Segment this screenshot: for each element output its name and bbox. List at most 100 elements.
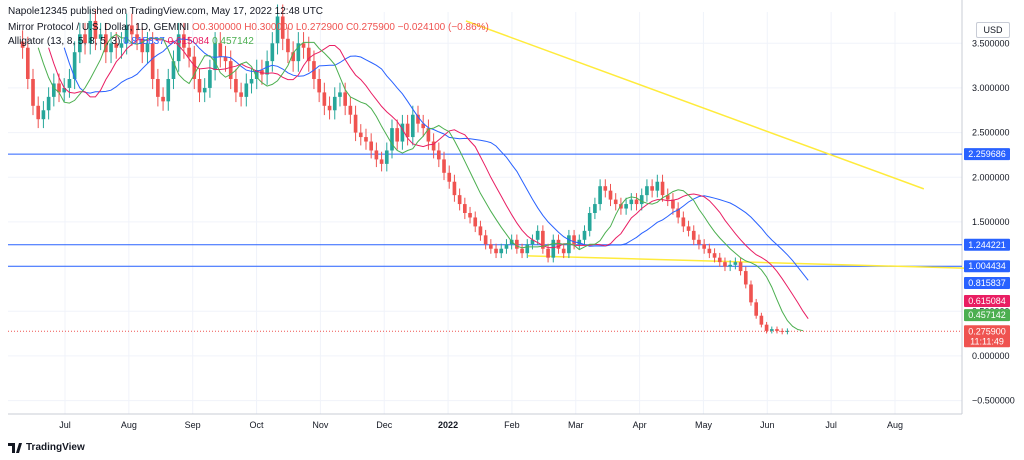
candle-body xyxy=(140,38,145,53)
x-tick-label: Feb xyxy=(504,420,520,430)
price-label-text: 0.815837 xyxy=(968,278,1006,288)
candle-body xyxy=(452,181,457,196)
candle-body xyxy=(161,96,165,102)
price-label-box xyxy=(964,309,1010,322)
tradingview-logo-icon xyxy=(8,442,22,453)
candle-body xyxy=(332,96,337,111)
candle-body xyxy=(769,329,774,331)
candle-body xyxy=(676,208,680,218)
alligator-line: Alligator (13, 8, 5, 8, 5, 3) 0.815837 0… xyxy=(8,36,254,47)
candle-body xyxy=(104,34,108,53)
y-tick-label: 2.500000 xyxy=(972,128,1010,138)
candle-body xyxy=(291,52,295,62)
candle-body xyxy=(57,83,61,93)
candle-body xyxy=(114,43,119,48)
x-tick-label: Mar xyxy=(568,420,584,430)
candle-body xyxy=(322,92,327,106)
x-tick-label: Oct xyxy=(250,420,265,430)
candle-body xyxy=(442,159,446,173)
candle-body xyxy=(239,92,243,97)
candle-body xyxy=(353,114,358,133)
candle-body xyxy=(187,47,191,57)
candle-body xyxy=(46,96,51,111)
candle-body xyxy=(541,230,545,249)
candle-body xyxy=(192,56,197,79)
candle-body xyxy=(72,52,77,79)
candle-body xyxy=(671,199,675,209)
alligator-lips-line xyxy=(37,33,804,332)
candle-body xyxy=(525,244,530,254)
candle-body xyxy=(613,199,618,205)
price-label-box xyxy=(964,294,1010,307)
price-label-box xyxy=(964,238,1010,251)
candle-body xyxy=(166,79,171,102)
candle-body xyxy=(723,262,727,267)
candle-body xyxy=(598,186,602,205)
candle-body xyxy=(582,230,587,240)
candle-body xyxy=(62,87,67,93)
x-tick-label: 2022 xyxy=(438,420,458,430)
y-tick-label: 2.000000 xyxy=(972,172,1010,182)
candle-body xyxy=(249,79,254,84)
y-tick-label: −0.500000 xyxy=(972,396,1015,406)
candle-body xyxy=(655,181,660,191)
candle-body xyxy=(234,79,238,93)
candle-body xyxy=(546,248,550,258)
x-tick-label: Dec xyxy=(376,420,393,430)
trendline xyxy=(465,20,925,190)
candle-body xyxy=(124,25,129,44)
price-label-text: 2.259686 xyxy=(968,149,1006,159)
price-label-box xyxy=(964,148,1010,161)
candle-body xyxy=(182,34,186,48)
candle-body xyxy=(712,253,717,258)
y-tick-label: 3.000000 xyxy=(972,83,1010,93)
candle-body xyxy=(390,128,394,151)
candle-body xyxy=(447,172,452,182)
candle-body xyxy=(707,248,712,254)
candle-body xyxy=(665,195,670,200)
candle-body xyxy=(130,25,134,35)
candle-body xyxy=(567,235,571,254)
candle-body xyxy=(280,16,285,39)
candle-body xyxy=(358,132,363,138)
candle-body xyxy=(88,20,93,44)
alligator-jaw-value: 0.815837 xyxy=(123,36,165,47)
candle-body xyxy=(603,186,608,191)
alligator-teeth-line xyxy=(48,37,809,319)
tradingview-footer[interactable]: TradingView xyxy=(8,442,85,453)
candle-body xyxy=(135,34,139,39)
candle-body xyxy=(228,61,233,79)
candle-body xyxy=(286,38,290,53)
candle-body xyxy=(431,141,436,151)
candle-body xyxy=(738,262,743,272)
candle-body xyxy=(338,92,342,97)
candle-body xyxy=(535,230,540,240)
candle-body xyxy=(556,239,561,249)
alligator-teeth-value: 0.615084 xyxy=(167,36,210,47)
candle-body xyxy=(421,123,426,129)
candle-body xyxy=(93,20,98,39)
candle-body xyxy=(483,235,488,245)
candle-body xyxy=(691,230,696,240)
price-label-countdown: 11:11:49 xyxy=(970,336,1004,346)
x-tick-label: Jun xyxy=(760,420,775,430)
candle-body xyxy=(436,150,441,160)
y-tick-label: 3.500000 xyxy=(972,38,1010,48)
candle-body xyxy=(504,244,509,249)
candle-body xyxy=(171,61,176,79)
candle-body xyxy=(530,239,535,245)
candle-body xyxy=(681,217,686,227)
candle-body xyxy=(254,70,259,79)
candle-body xyxy=(457,195,462,205)
price-label-box xyxy=(964,277,1010,290)
candle-body xyxy=(36,105,41,120)
candle-body xyxy=(343,92,347,106)
currency-selector[interactable]: USD xyxy=(976,22,1010,38)
candle-body xyxy=(395,128,400,142)
candle-body xyxy=(67,79,72,88)
candle-body xyxy=(369,141,374,151)
candle-body xyxy=(733,262,738,265)
x-tick-label: May xyxy=(695,420,713,430)
x-tick-label: Jul xyxy=(59,420,71,430)
